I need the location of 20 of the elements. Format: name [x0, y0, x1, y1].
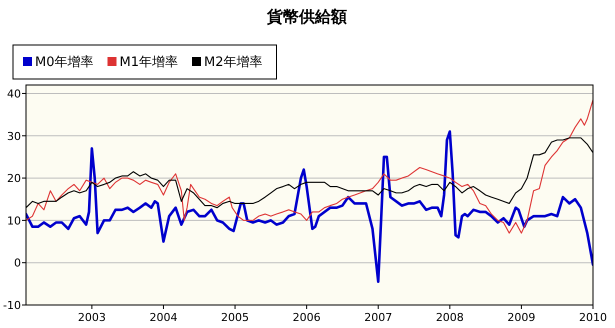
y-tick-label: 20 [7, 172, 21, 186]
legend-label: M1年增率 [120, 54, 178, 70]
x-tick-label: 2003 [78, 311, 106, 324]
x-tick-label: 2004 [149, 311, 178, 324]
x-tick-label: 2005 [221, 311, 250, 324]
y-tick-label: 0 [14, 256, 21, 270]
x-tick-label: 2006 [292, 311, 321, 324]
y-tick-label: 10 [7, 214, 21, 228]
legend-label: M0年增率 [35, 54, 94, 70]
y-tick-label: 40 [7, 87, 21, 100]
x-tick-label: 2007 [364, 311, 392, 324]
y-tick-label: -10 [3, 299, 21, 312]
legend-label: M2年增率 [204, 54, 262, 70]
line-series [26, 130, 593, 284]
x-tick-label: 2010 [579, 311, 607, 324]
line-series [26, 99, 593, 234]
x-tick-label: 2008 [436, 311, 464, 324]
x-tick-label: 2009 [507, 311, 536, 324]
chart-title: 貨幣供給額 [266, 7, 347, 26]
y-tick-label: 30 [7, 130, 21, 143]
